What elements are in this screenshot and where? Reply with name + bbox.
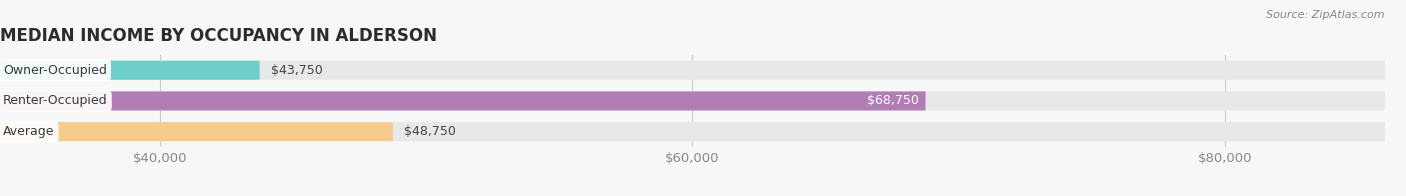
FancyBboxPatch shape (0, 122, 1385, 141)
FancyBboxPatch shape (0, 122, 392, 141)
Text: Owner-Occupied: Owner-Occupied (3, 64, 107, 77)
FancyBboxPatch shape (0, 91, 1385, 111)
Text: $48,750: $48,750 (404, 125, 456, 138)
Text: $68,750: $68,750 (866, 94, 918, 107)
FancyBboxPatch shape (0, 61, 260, 80)
Text: Source: ZipAtlas.com: Source: ZipAtlas.com (1267, 10, 1385, 20)
FancyBboxPatch shape (0, 91, 925, 111)
Text: Renter-Occupied: Renter-Occupied (3, 94, 107, 107)
Text: MEDIAN INCOME BY OCCUPANCY IN ALDERSON: MEDIAN INCOME BY OCCUPANCY IN ALDERSON (0, 27, 437, 45)
Text: $43,750: $43,750 (271, 64, 322, 77)
Text: Average: Average (3, 125, 55, 138)
FancyBboxPatch shape (0, 61, 1385, 80)
